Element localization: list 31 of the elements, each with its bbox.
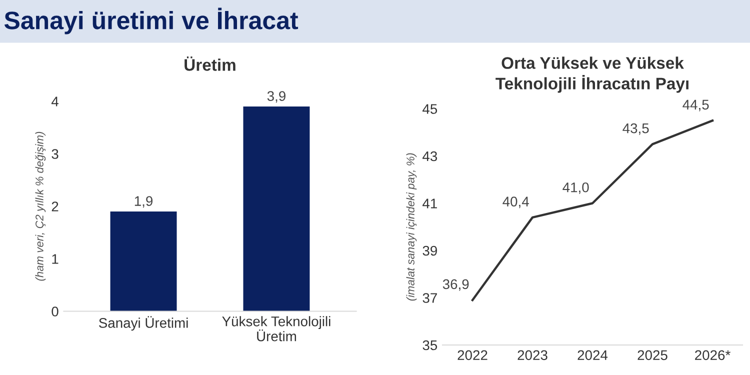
y-axis-title: (imalat sanayi içindeki pay, %): [406, 153, 417, 301]
data-label: 36,9: [442, 279, 469, 291]
data-label: 41,0: [562, 182, 589, 194]
x-tick-label: 2026*: [695, 350, 730, 360]
data-label: 40,4: [502, 196, 529, 208]
y-tick-label: 41: [422, 198, 437, 208]
data-label: 1,9: [134, 196, 153, 208]
x-tick-label: 2023: [518, 350, 548, 360]
y-tick-label: 43: [422, 151, 438, 162]
y-tick-label: 4: [51, 96, 58, 106]
y-axis-title: (ham veri, Ç2 yıllık % değişim): [35, 132, 46, 281]
chart-title: Üretim: [184, 56, 236, 71]
y-tick-label: 3: [52, 149, 58, 159]
x-tick-label: 2024: [578, 350, 608, 360]
x-tick-label: 2022: [458, 350, 488, 360]
y-tick-label: 39: [422, 246, 437, 256]
y-tick-label: 35: [422, 340, 438, 350]
x-tick-label: Sanayi Üretimi: [99, 316, 188, 331]
line-series: [471, 119, 714, 302]
data-label: 44,5: [682, 100, 709, 112]
y-tick-label: 37: [422, 293, 437, 303]
y-tick-label: 45: [422, 104, 438, 114]
x-tick-label: 2025: [638, 350, 668, 360]
chart-title: Orta Yüksek ve Yüksek Teknolojili İhracatın Payı: [496, 56, 688, 93]
text: Sanayi üretimi ve İhracat: [4, 8, 298, 34]
data-label: 3,9: [267, 91, 286, 103]
x-tick-label: Yüksek Teknolojili Üretim: [222, 316, 330, 342]
y-tick-label: 0: [52, 306, 58, 316]
data-label: 43,5: [622, 123, 649, 135]
y-tick-label: 1: [52, 254, 58, 264]
y-tick-label: 2: [52, 202, 58, 212]
